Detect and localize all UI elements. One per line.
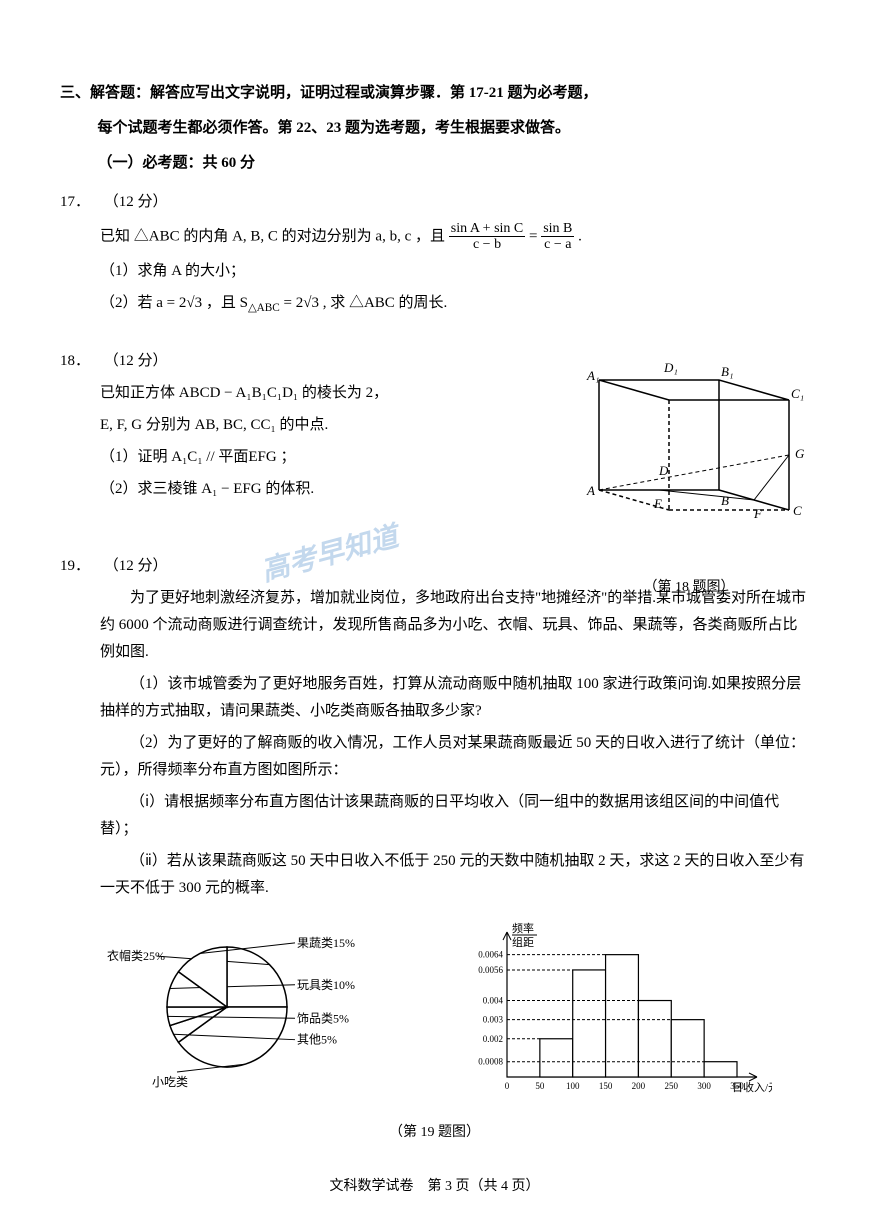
svg-text:衣帽类25%: 衣帽类25%: [107, 948, 165, 963]
svg-text:其他5%: 其他5%: [297, 1033, 337, 1047]
q18-part2: （2）求三棱锥 A₁ − EFG 的体积.: [100, 476, 480, 503]
q17-num: 17．: [60, 189, 100, 216]
section-title: 三、解答题：解答应写出文字说明，证明过程或演算步骤．第 17-21 题为必考题，: [60, 80, 809, 107]
q19-caption: （第 19 题图）: [60, 1120, 809, 1145]
svg-text:玩具类10%: 玩具类10%: [297, 978, 355, 992]
q17-part2: （2）若 a = 2√3 ，且 S△ABC = 2√3 , 求 △ABC 的周长…: [100, 290, 809, 318]
frac-num: sin B: [541, 221, 574, 237]
svg-text:B: B: [721, 493, 729, 508]
q17-frac1: sin A + sin C c − b: [449, 221, 525, 253]
svg-text:组距: 组距: [512, 935, 534, 949]
svg-text:G: G: [795, 446, 805, 461]
svg-text:E: E: [653, 496, 662, 511]
svg-text:200: 200: [631, 1081, 645, 1091]
svg-text:100: 100: [566, 1081, 580, 1091]
frac-den: c − b: [449, 237, 525, 252]
svg-text:D: D: [658, 463, 669, 478]
svg-text:0.0064: 0.0064: [478, 950, 503, 960]
svg-text:0.002: 0.002: [483, 1034, 503, 1044]
text: , 求 △ABC 的周长.: [319, 295, 447, 311]
text: ，且 S: [202, 295, 248, 311]
svg-text:300: 300: [697, 1081, 711, 1091]
svg-text:C: C: [793, 503, 802, 518]
q19-num: 19．: [60, 553, 100, 580]
radical: √3: [186, 295, 202, 311]
page-footer: 文科数学试卷 第 3 页（共 4 页）: [0, 1174, 869, 1199]
svg-text:D₁: D₁: [663, 360, 678, 375]
question-19: 19． （12 分） 为了更好地刺激经济复苏，增加就业岗位，多地政府出台支持"地…: [60, 553, 809, 902]
svg-text:0: 0: [505, 1081, 510, 1091]
svg-text:A₁: A₁: [586, 368, 599, 383]
part-label: （一）必考题：共 60 分: [60, 150, 809, 177]
q17-intro: 已知 △ABC 的内角 A, B, C 的对边分别为 a, b, c ，且: [100, 228, 449, 244]
q17-points: （12 分）: [104, 194, 168, 210]
svg-text:250: 250: [664, 1081, 678, 1091]
frac-den: c − a: [541, 237, 574, 252]
histogram-chart: 频率组距日收入/元0501001502002503003500.00080.00…: [452, 922, 772, 1112]
svg-text:50: 50: [535, 1081, 545, 1091]
subscript: △ABC: [248, 302, 280, 314]
svg-text:频率: 频率: [512, 922, 534, 935]
q17-frac2: sin B c − a: [541, 221, 574, 253]
svg-text:0.003: 0.003: [483, 1015, 504, 1025]
q19-part2: （2）为了更好的了解商贩的收入情况，工作人员对某果蔬商贩最近 50 天的日收入进…: [100, 730, 809, 784]
svg-text:果蔬类15%: 果蔬类15%: [297, 936, 355, 950]
frac-num: sin A + sin C: [449, 221, 525, 237]
q18-caption: （第 18 题图）: [569, 575, 809, 600]
q18-intro: 已知正方体 ABCD − A₁B₁C₁D₁ 的棱长为 2，: [100, 380, 480, 407]
q19-points: （12 分）: [104, 558, 168, 574]
q17-part1: （1）求角 A 的大小；: [100, 258, 809, 285]
svg-text:0.004: 0.004: [483, 996, 504, 1006]
q19-part1: （1）该市城管委为了更好地服务百姓，打算从流动商贩中随机抽取 100 家进行政策…: [100, 671, 809, 725]
cube-diagram: A₁ B₁ C₁ D₁ A B C D E F G （第 18 题图）: [569, 350, 809, 560]
text: （2）若 a = 2: [100, 295, 186, 311]
svg-text:小吃类: 小吃类: [152, 1075, 188, 1089]
charts-row: 衣帽类25%小吃类其他5%饰品类5%玩具类10%果蔬类15% 频率组距日收入/元…: [60, 922, 809, 1112]
q19-part2ii: （ⅱ）若从该果蔬商贩这 50 天中日收入不低于 250 元的天数中随机抽取 2 …: [100, 848, 809, 902]
svg-text:饰品类5%: 饰品类5%: [297, 1011, 349, 1025]
q19-part2i: （ⅰ）请根据频率分布直方图估计该果蔬商贩的日平均收入（同一组中的数据用该组区间的…: [100, 789, 809, 843]
q18-num: 18．: [60, 348, 100, 375]
q17-post: .: [578, 228, 582, 244]
pie-chart: 衣帽类25% 小吃类 其他5% 饰品类5% 玩具类10% 果蔬类15%: [97, 922, 377, 1102]
question-17: 17． （12 分） 已知 △ABC 的内角 A, B, C 的对边分别为 a,…: [60, 189, 809, 318]
svg-text:0.0008: 0.0008: [478, 1057, 503, 1067]
text: = 2: [280, 295, 303, 311]
section-subtitle: 每个试题考生都必须作答。第 22、23 题为选考题，考生根据要求做答。: [60, 115, 809, 142]
svg-text:F: F: [753, 506, 763, 521]
radical: √3: [303, 295, 319, 311]
q18-points: （12 分）: [104, 353, 168, 369]
svg-text:A: A: [586, 483, 595, 498]
svg-text:350: 350: [730, 1081, 744, 1091]
svg-text:150: 150: [599, 1081, 613, 1091]
q18-line2: E, F, G 分别为 AB, BC, CC₁ 的中点.: [100, 412, 480, 439]
svg-text:C₁: C₁: [791, 386, 804, 401]
q18-part1: （1）证明 A₁C₁ // 平面EFG ；: [100, 444, 480, 471]
svg-text:0.0056: 0.0056: [478, 965, 503, 975]
svg-text:B₁: B₁: [721, 364, 733, 379]
eq-mid: =: [529, 228, 541, 244]
